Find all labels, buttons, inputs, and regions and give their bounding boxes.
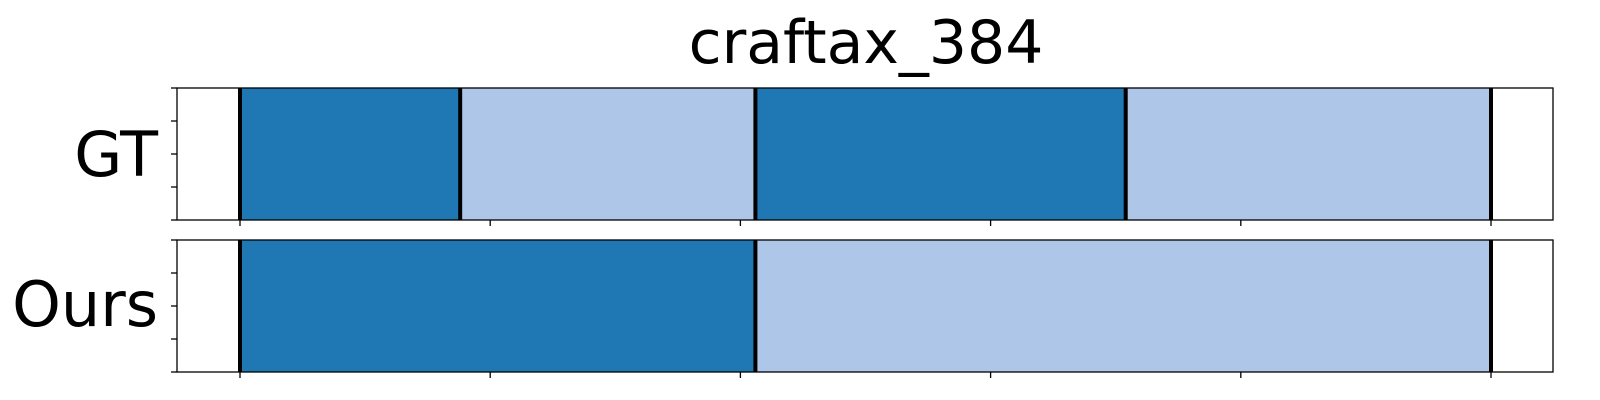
- row-label-ours: Ours: [12, 268, 158, 341]
- ours-segment-0: [240, 240, 756, 372]
- gt-segment-1: [460, 88, 756, 220]
- gt-segment-2: [755, 88, 1126, 220]
- row-label-gt: GT: [74, 118, 159, 191]
- ours-segment-1: [755, 240, 1491, 372]
- gt-segment-0: [240, 88, 461, 220]
- gt-segment-3: [1125, 88, 1491, 220]
- gt-panel: [171, 87, 1554, 226]
- chart-title: craftax_384: [689, 8, 1044, 78]
- ours-panel: [171, 239, 1554, 378]
